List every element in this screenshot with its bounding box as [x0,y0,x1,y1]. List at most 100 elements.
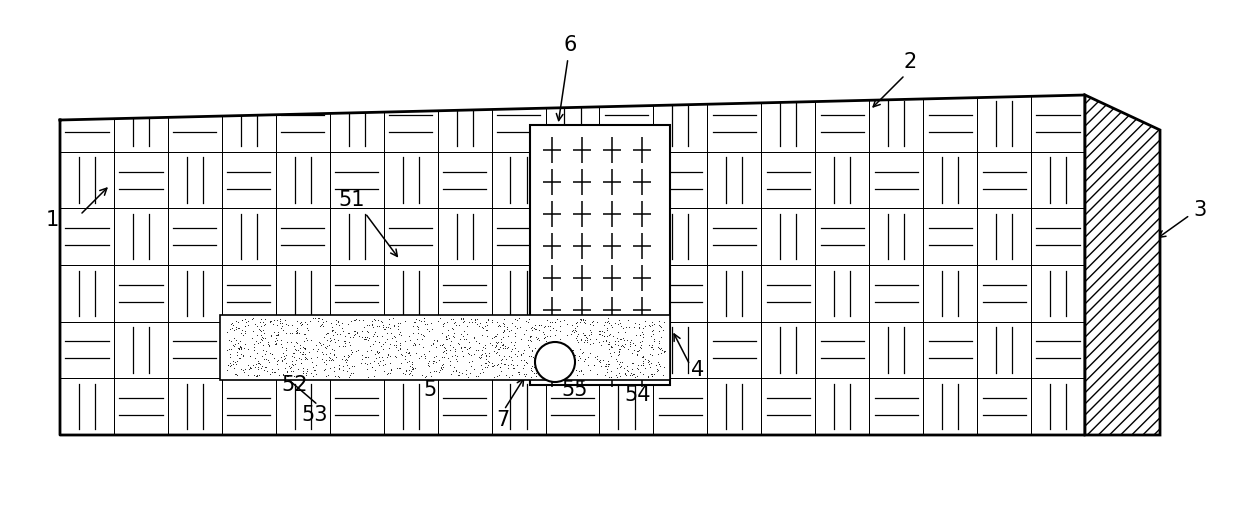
Point [491,356,511,364]
Point [503,364,523,372]
Point [570,315,590,323]
Point [482,359,502,367]
Point [470,354,490,362]
Point [391,319,410,328]
Point [295,344,315,352]
Point [391,340,410,349]
Point [424,352,444,361]
Point [554,344,574,352]
Point [484,360,503,369]
Point [295,337,315,345]
Bar [219,315,670,380]
Point [614,336,634,344]
Point [405,314,425,323]
Point [386,351,405,360]
Point [356,332,376,341]
Point [304,363,324,371]
Point [362,317,382,325]
Point [316,355,336,364]
Point [414,314,434,322]
Point [436,332,456,341]
Point [629,320,649,329]
Point [329,372,348,381]
Point [350,332,370,340]
Point [352,326,372,335]
Point [334,365,353,374]
Point [570,344,590,353]
Point [366,350,386,359]
Point [611,341,631,349]
Point [634,360,653,369]
Point [332,324,352,333]
Point [639,357,658,366]
Point [248,372,268,380]
Point [334,327,353,335]
Point [511,351,531,359]
Point [357,332,377,341]
Point [291,318,311,326]
Point [600,349,620,357]
Point [412,351,432,360]
Point [264,316,284,324]
Point [226,317,246,325]
Point [497,361,517,369]
Point [470,368,490,377]
Point [272,356,291,364]
Point [620,338,640,347]
Point [403,341,423,350]
Point [259,358,279,366]
Point [642,344,662,353]
Point [414,314,434,322]
Text: 5: 5 [423,380,436,400]
Point [507,316,527,324]
Point [620,370,640,379]
Point [264,320,284,328]
Point [373,361,393,369]
Point [250,322,270,331]
Point [441,370,461,378]
Point [562,358,582,366]
Point [234,340,254,349]
Point [580,340,600,348]
Point [384,322,404,330]
Point [440,337,460,345]
Point [346,315,366,324]
Point [541,364,560,373]
Point [317,329,337,338]
Point [484,347,503,355]
Point [238,321,258,330]
Point [386,341,405,349]
Point [554,315,574,324]
Point [379,369,399,377]
Point [270,319,290,327]
Point [277,367,296,376]
Point [252,352,272,360]
Point [361,346,381,355]
Point [441,315,461,324]
Point [553,350,573,359]
Point [250,359,270,368]
Point [608,337,627,346]
Polygon shape [1085,95,1159,435]
Point [446,352,466,360]
Point [270,315,290,323]
Point [458,330,477,339]
Point [451,314,471,323]
Point [283,361,303,369]
Point [260,370,280,378]
Point [312,320,332,328]
Point [624,370,644,378]
Point [314,366,334,374]
Point [252,333,272,341]
Point [515,360,534,369]
Point [637,373,657,381]
Point [490,343,510,351]
Point [268,356,288,365]
Point [404,318,424,326]
Point [275,363,295,372]
Point [470,322,490,330]
Point [399,357,419,365]
Point [320,363,340,372]
Point [621,336,641,344]
Point [609,340,629,349]
